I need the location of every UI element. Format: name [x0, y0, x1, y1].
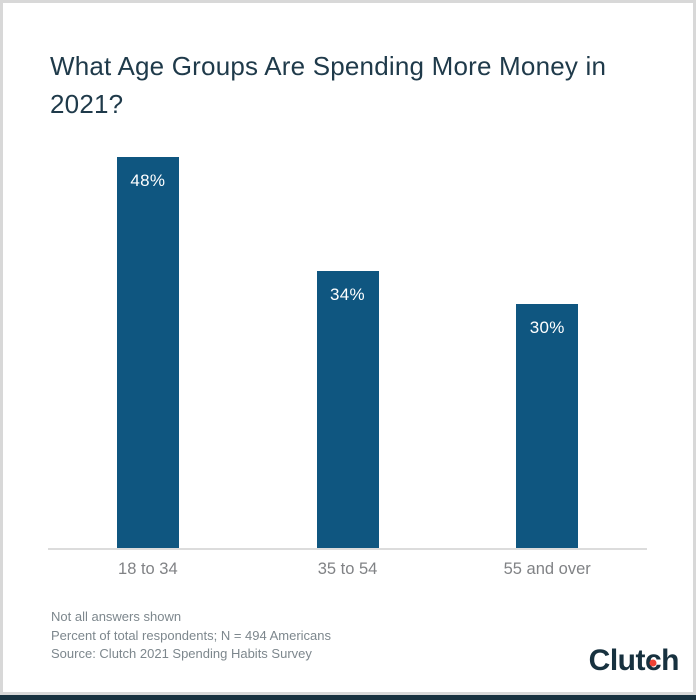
chart-title: What Age Groups Are Spending More Money …: [50, 51, 607, 119]
bar-35-to-54: 34%: [316, 271, 379, 548]
bottom-brand-bar: [0, 695, 696, 700]
logo-dotted-c: c: [645, 644, 662, 678]
bar-18-to-34: 48%: [116, 157, 179, 548]
bar-column: 30%: [447, 155, 647, 548]
x-axis-labels: 18 to 34 35 to 54 55 and over: [48, 560, 647, 579]
footnote-line: Percent of total respondents; N = 494 Am…: [51, 627, 332, 643]
clutch-logo: Clutch: [588, 644, 680, 678]
bar-column: 34%: [248, 155, 448, 548]
bar-value-label: 34%: [330, 285, 365, 304]
x-axis-label: 18 to 34: [118, 560, 178, 578]
clutch-dot-icon: [649, 659, 657, 667]
bar-value-label: 48%: [130, 171, 166, 190]
bar-column: 48%: [48, 155, 248, 548]
bar-value-label: 30%: [529, 318, 565, 337]
footnote-line: Source: Clutch 2021 Spending Habits Surv…: [51, 646, 312, 661]
bar-chart-plot-area: 48% 34% 30%: [48, 155, 647, 550]
bar-55-and-over: 30%: [516, 304, 579, 548]
x-axis-label: 35 to 54: [317, 560, 378, 578]
footnote-line: Not all answers shown: [51, 609, 182, 624]
logo-text-end: h: [661, 644, 679, 677]
logo-text-start: Clut: [588, 644, 646, 677]
footnotes: Not all answers shown Percent of total r…: [51, 608, 331, 664]
x-axis-label: 55 and over: [503, 560, 591, 578]
